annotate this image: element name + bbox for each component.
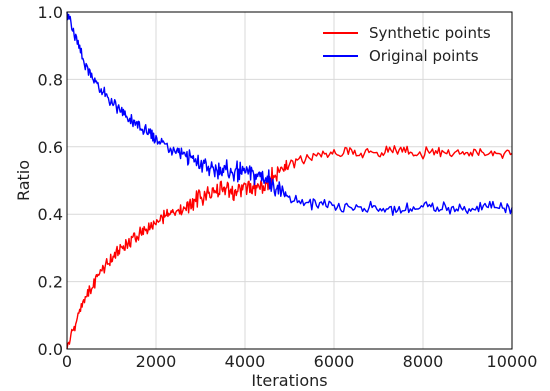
x-tick-label: 6000 bbox=[314, 352, 355, 371]
y-tick-label: 1.0 bbox=[38, 3, 63, 22]
x-tick-label: 0 bbox=[62, 352, 72, 371]
x-tick-label: 8000 bbox=[403, 352, 444, 371]
plot-frame bbox=[66, 11, 513, 350]
y-tick-label: 0.6 bbox=[38, 138, 63, 157]
x-tick-label: 10000 bbox=[487, 352, 538, 371]
x-axis-label: Iterations bbox=[251, 371, 327, 390]
series-line-synthetic bbox=[66, 145, 513, 350]
y-axis-label: Ratio bbox=[14, 160, 33, 201]
y-tick-label: 0.4 bbox=[38, 205, 63, 224]
y-tick-label: 0.8 bbox=[38, 70, 63, 89]
series-lines bbox=[66, 11, 513, 350]
legend-label: Original points bbox=[369, 47, 479, 65]
tick-labels: 0 2000 4000 6000 8000 10000 0.0 0.2 0.4 0.6 0.8 1.0 bbox=[38, 3, 538, 371]
x-tick-label: 2000 bbox=[136, 352, 177, 371]
legend: Synthetic points Original points bbox=[323, 24, 491, 65]
y-tick-label: 0.0 bbox=[38, 340, 63, 359]
legend-label: Synthetic points bbox=[369, 24, 491, 42]
series-line-original bbox=[66, 11, 513, 216]
x-tick-label: 4000 bbox=[225, 352, 266, 371]
y-tick-label: 0.2 bbox=[38, 273, 63, 292]
